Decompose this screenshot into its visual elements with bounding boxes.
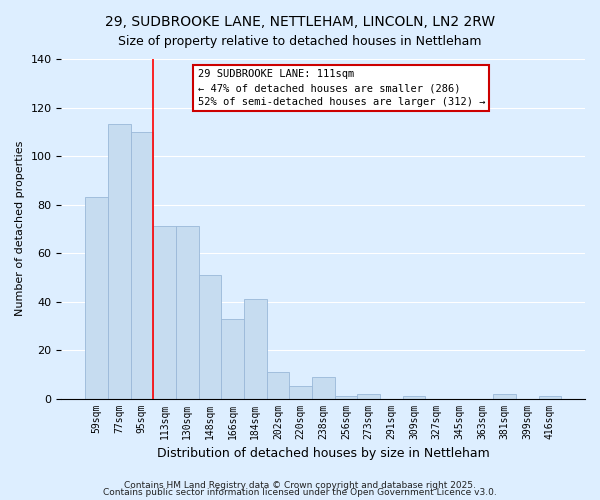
Bar xyxy=(244,299,266,398)
X-axis label: Distribution of detached houses by size in Nettleham: Distribution of detached houses by size … xyxy=(157,447,490,460)
Text: Contains public sector information licensed under the Open Government Licence v3: Contains public sector information licen… xyxy=(103,488,497,497)
Bar xyxy=(153,226,176,398)
Text: Size of property relative to detached houses in Nettleham: Size of property relative to detached ho… xyxy=(118,35,482,48)
Bar xyxy=(357,394,380,398)
Bar xyxy=(266,372,289,398)
Bar xyxy=(539,396,561,398)
Bar xyxy=(289,386,312,398)
Bar xyxy=(221,318,244,398)
Bar xyxy=(403,396,425,398)
Y-axis label: Number of detached properties: Number of detached properties xyxy=(15,141,25,316)
Bar xyxy=(312,376,335,398)
Bar xyxy=(176,226,199,398)
Bar xyxy=(199,275,221,398)
Bar xyxy=(85,197,108,398)
Bar xyxy=(108,124,131,398)
Bar xyxy=(335,396,357,398)
Text: 29, SUDBROOKE LANE, NETTLEHAM, LINCOLN, LN2 2RW: 29, SUDBROOKE LANE, NETTLEHAM, LINCOLN, … xyxy=(105,15,495,29)
Bar xyxy=(131,132,153,398)
Text: Contains HM Land Registry data © Crown copyright and database right 2025.: Contains HM Land Registry data © Crown c… xyxy=(124,480,476,490)
Bar xyxy=(493,394,516,398)
Text: 29 SUDBROOKE LANE: 111sqm
← 47% of detached houses are smaller (286)
52% of semi: 29 SUDBROOKE LANE: 111sqm ← 47% of detac… xyxy=(197,69,485,107)
